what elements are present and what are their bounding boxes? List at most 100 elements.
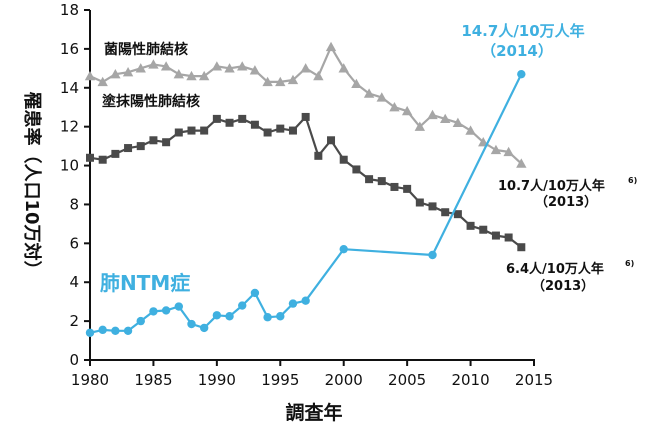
smear-tb-year-label: （2013） <box>532 278 594 294</box>
data-point <box>111 149 120 158</box>
data-point <box>187 126 196 135</box>
data-point <box>211 61 223 71</box>
data-point <box>225 118 234 127</box>
series-label-pos-tb: 菌陽性肺結核 <box>104 41 188 58</box>
data-point <box>365 175 374 184</box>
data-point <box>390 182 399 191</box>
data-point <box>187 319 196 329</box>
pos-tb-value-label: 10.7人/10万人年 <box>498 178 605 194</box>
data-point <box>212 114 221 123</box>
data-point <box>339 155 348 164</box>
data-point <box>250 288 260 298</box>
x-tick-label: 2000 <box>325 371 363 389</box>
data-point <box>491 231 500 240</box>
data-point <box>237 61 248 71</box>
data-point <box>516 158 527 168</box>
data-point <box>263 313 272 322</box>
y-tick-label: 14 <box>60 79 79 97</box>
data-point <box>85 328 95 337</box>
data-point <box>198 70 210 81</box>
data-point <box>465 125 476 135</box>
y-tick-label: 18 <box>60 1 79 19</box>
data-point <box>86 153 94 162</box>
data-point <box>111 326 120 336</box>
data-point <box>490 144 502 155</box>
data-point <box>160 61 172 71</box>
x-tick-label: 1985 <box>134 371 172 389</box>
data-point <box>136 316 145 326</box>
y-tick-label: 4 <box>69 273 79 291</box>
data-point <box>212 311 222 320</box>
series-ntm <box>85 69 526 337</box>
data-point <box>313 70 324 81</box>
pos-tb-year-label: （2013） <box>535 194 597 210</box>
data-point <box>428 250 437 260</box>
data-point <box>84 70 96 81</box>
y-tick-label: 8 <box>69 195 79 213</box>
x-ticks: 1980 1985 1990 1995 2000 2005 2010 2015 <box>71 360 553 389</box>
data-point <box>327 136 336 145</box>
x-tick-label: 2005 <box>388 371 426 389</box>
x-tick-label: 2010 <box>451 371 489 389</box>
y-tick-label: 10 <box>60 157 79 175</box>
data-point <box>301 296 310 305</box>
y-tick-label: 12 <box>60 118 79 136</box>
data-point <box>276 312 285 321</box>
data-point <box>238 114 247 123</box>
data-point <box>225 312 234 321</box>
data-point <box>363 88 375 98</box>
data-point <box>173 68 184 79</box>
data-point <box>479 225 488 234</box>
data-point <box>149 136 158 145</box>
y-tick-label: 16 <box>60 40 79 58</box>
data-point <box>161 306 171 315</box>
data-point <box>287 74 299 85</box>
y-ticks: 0 2 4 6 8 10 12 14 16 18 <box>60 1 90 369</box>
data-point <box>441 208 450 217</box>
smear-tb-value-label: 6.4人/10万人年 <box>506 261 604 277</box>
data-point <box>263 128 272 137</box>
pos-tb-ref-marker: 6) <box>628 176 637 185</box>
data-point <box>148 59 159 69</box>
data-point <box>122 67 134 77</box>
series-layer <box>84 41 527 337</box>
data-point <box>428 202 437 211</box>
data-point <box>452 117 464 127</box>
data-point <box>288 299 298 308</box>
data-point <box>414 121 426 131</box>
data-point <box>440 113 451 124</box>
series-smear-tb <box>86 112 526 252</box>
y-tick-label: 2 <box>69 312 79 330</box>
data-point <box>199 323 209 333</box>
data-point <box>466 221 475 230</box>
data-point <box>276 124 285 133</box>
data-point <box>300 63 311 73</box>
series-pos-tb <box>84 41 527 168</box>
data-point <box>98 155 107 164</box>
smear-tb-ref-marker: 6) <box>625 259 634 268</box>
ntm-value-label: 14.7人/10万人年 <box>461 22 584 40</box>
data-point <box>352 165 361 174</box>
data-point <box>517 243 526 252</box>
data-point <box>301 112 310 121</box>
data-point <box>174 302 183 311</box>
data-point <box>249 65 261 75</box>
y-tick-label: 0 <box>69 351 79 369</box>
x-tick-label: 1990 <box>198 371 236 389</box>
data-point <box>339 244 348 254</box>
data-point <box>174 128 183 137</box>
data-point <box>98 325 107 335</box>
data-point <box>224 63 235 73</box>
data-point <box>250 120 259 129</box>
x-tick-label: 1980 <box>71 371 109 389</box>
data-point <box>504 233 513 242</box>
y-axis-title: 罹患率（人口10万対） <box>21 91 43 278</box>
data-point <box>325 41 337 52</box>
data-point <box>110 68 121 79</box>
x-tick-label: 2015 <box>515 371 553 389</box>
ntm-year-label: （2014） <box>481 42 553 60</box>
data-point <box>238 301 247 310</box>
data-point <box>376 92 387 102</box>
series-label-ntm: 肺NTM症 <box>100 271 190 295</box>
